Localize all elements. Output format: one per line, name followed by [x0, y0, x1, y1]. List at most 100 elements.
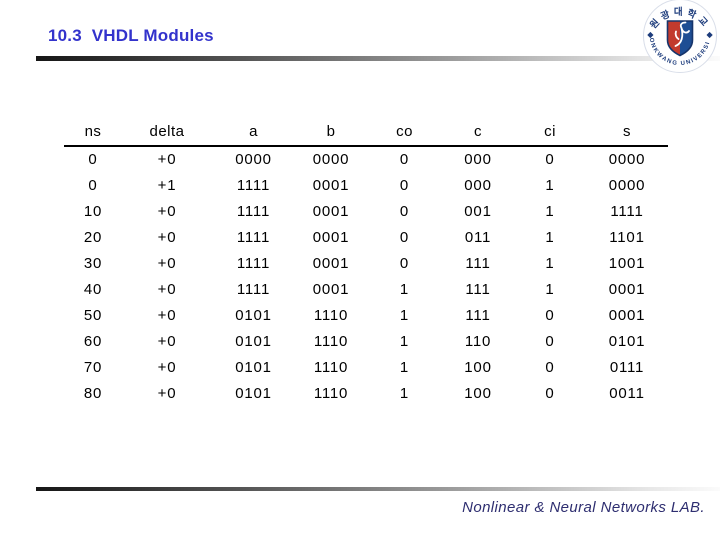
- table-cell: 0101: [235, 384, 272, 402]
- table-cell: 0111: [609, 358, 645, 376]
- table-cell: 1110: [313, 332, 349, 350]
- table-cell: 0001: [312, 228, 350, 246]
- table-cell: 1101: [609, 228, 645, 246]
- table-cell: 0: [88, 176, 98, 194]
- table-cell: 1: [399, 358, 410, 376]
- page-title: 10.3 VHDL Modules: [48, 26, 214, 45]
- shield-left-half: [667, 21, 680, 56]
- table-header-row: ns delta a b co c ci s: [64, 118, 668, 147]
- table-cell: 0101: [608, 332, 646, 350]
- table-cell: 0: [399, 228, 410, 246]
- table-cell: 0000: [608, 176, 646, 194]
- table-cell: 111: [465, 280, 491, 298]
- table-cell: +1: [157, 176, 177, 194]
- table-cell: 0001: [312, 254, 350, 272]
- table-cell: 1: [545, 176, 555, 194]
- simulation-table: ns delta a b co c ci s 0 +0 0000 0000 0 000 0 0000 0 +1 1…: [64, 118, 668, 406]
- table-cell: 1: [545, 254, 555, 272]
- table-cell: 0: [545, 332, 555, 350]
- table-cell: 30: [83, 254, 103, 272]
- shield-right-half: [680, 21, 693, 56]
- table-cell: +0: [157, 332, 177, 350]
- footer-divider-line: [36, 487, 720, 491]
- table-cell: 1111: [236, 280, 271, 298]
- table-cell: 1111: [236, 254, 271, 272]
- table-cell: 0: [399, 151, 410, 168]
- table-cell: 0101: [235, 358, 272, 376]
- simulation-results: ns delta a b co c ci s 0 +0 0000 0000 0 000 0 0000 0 +1 1…: [64, 118, 668, 406]
- table-cell: 50: [83, 306, 103, 324]
- table-cell: 0000: [312, 151, 350, 168]
- table-cell: 0001: [312, 280, 350, 298]
- table-cell: 1: [545, 280, 555, 298]
- footer-credit: Nonlinear & Neural Networks LAB.: [462, 499, 705, 516]
- table-row: 60 +0 0101 1110 1 110 0 0101: [64, 328, 668, 354]
- table-row: 80 +0 0101 1110 1 100 0 0011: [64, 380, 668, 406]
- column-header-ci: ci: [514, 118, 586, 147]
- table-cell: 1110: [313, 384, 349, 402]
- column-header-delta: delta: [122, 118, 212, 147]
- table-cell: 0001: [608, 306, 646, 324]
- table-cell: 0011: [609, 384, 645, 402]
- table-row: 0 +1 1111 0001 0 000 1 0000: [64, 172, 668, 198]
- table-cell: 000: [464, 151, 492, 168]
- table-cell: 0101: [235, 332, 272, 350]
- table-cell: 70: [83, 358, 103, 376]
- table-cell: 0: [545, 384, 555, 402]
- table-cell: 0001: [312, 202, 350, 220]
- logo-shield-icon: [666, 20, 694, 57]
- table-cell: 0: [399, 254, 410, 272]
- table-cell: 0: [545, 151, 555, 168]
- table-cell: 1: [399, 332, 410, 350]
- table-row: 10 +0 1111 0001 0 001 1 1111: [64, 198, 668, 224]
- table-row: 0 +0 0000 0000 0 000 0 0000: [64, 146, 668, 172]
- table-cell: +0: [157, 202, 177, 220]
- table-cell: 1111: [236, 176, 271, 194]
- table-cell: 1: [399, 384, 410, 402]
- table-row: 40 +0 1111 0001 1 111 1 0001: [64, 276, 668, 302]
- table-cell: 011: [464, 228, 492, 246]
- table-cell: 60: [83, 332, 103, 350]
- table-cell: 0001: [312, 176, 350, 194]
- table-cell: 1111: [610, 202, 644, 220]
- column-header-ns: ns: [64, 118, 122, 147]
- table-cell: 0: [399, 202, 410, 220]
- wonkwang-university-logo-icon: 원광대학교 WONKWANG UNIVERSITY: [642, 0, 717, 73]
- table-cell: +0: [157, 384, 177, 402]
- column-header-c: c: [442, 118, 514, 147]
- table-cell: +0: [157, 358, 177, 376]
- column-header-co: co: [367, 118, 442, 147]
- table-cell: 0001: [608, 280, 646, 298]
- table-cell: 1: [399, 306, 410, 324]
- shield-outline: [666, 20, 694, 57]
- table-cell: 1111: [236, 202, 271, 220]
- column-header-a: a: [212, 118, 295, 147]
- table-cell: +0: [157, 228, 177, 246]
- table-cell: 1: [399, 280, 410, 298]
- table-cell: 001: [464, 202, 492, 220]
- table-body: 0 +0 0000 0000 0 000 0 0000 0 +1 1111 0001 0 000 1 0000…: [64, 146, 668, 406]
- table-cell: 000: [464, 176, 492, 194]
- table-cell: 10: [83, 202, 103, 220]
- table-cell: 0101: [235, 306, 272, 324]
- table-cell: +0: [157, 306, 177, 324]
- shield-flame-emblem: [674, 21, 690, 47]
- table-cell: 0: [88, 151, 98, 168]
- table-cell: 80: [83, 384, 103, 402]
- table-cell: 110: [464, 332, 492, 350]
- table-cell: +0: [157, 151, 177, 168]
- table-cell: 100: [464, 384, 492, 402]
- table-cell: 1110: [313, 306, 349, 324]
- table-row: 70 +0 0101 1110 1 100 0 0111: [64, 354, 668, 380]
- table-cell: 0000: [608, 151, 646, 168]
- table-row: 20 +0 1111 0001 0 011 1 1101: [64, 224, 668, 250]
- table-cell: 1: [545, 228, 555, 246]
- table-cell: 1001: [608, 254, 646, 272]
- table-cell: 1: [545, 202, 555, 220]
- table-cell: +0: [157, 254, 177, 272]
- table-cell: 0000: [235, 151, 272, 168]
- table-cell: 1110: [313, 358, 349, 376]
- table-cell: 0: [399, 176, 410, 194]
- column-header-b: b: [295, 118, 367, 147]
